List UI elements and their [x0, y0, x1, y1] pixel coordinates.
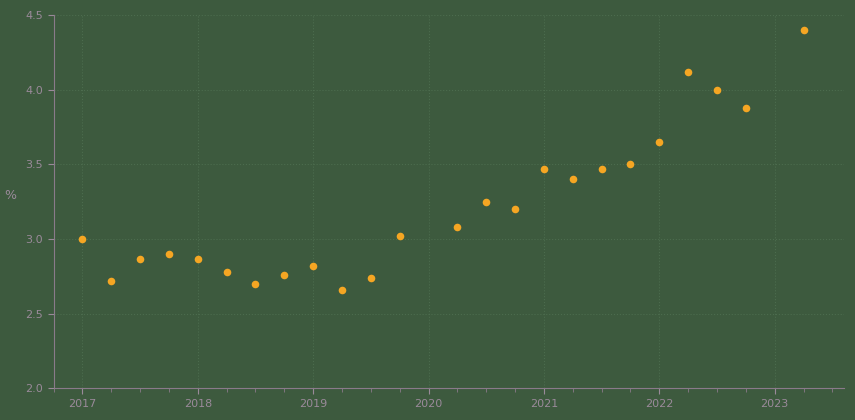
Point — [249, 281, 262, 287]
Point — [104, 278, 118, 284]
Point — [537, 165, 551, 172]
Point — [162, 251, 176, 257]
Y-axis label: %: % — [4, 189, 16, 202]
Point — [797, 27, 811, 34]
Point — [364, 275, 378, 281]
Point — [191, 255, 204, 262]
Point — [739, 104, 752, 111]
Point — [278, 272, 292, 278]
Point — [480, 198, 493, 205]
Point — [652, 139, 666, 145]
Point — [75, 236, 89, 242]
Point — [335, 286, 349, 293]
Point — [451, 224, 464, 231]
Point — [566, 176, 580, 183]
Point — [306, 262, 320, 269]
Point — [133, 255, 147, 262]
Point — [681, 68, 695, 75]
Point — [508, 206, 522, 213]
Point — [595, 165, 609, 172]
Point — [220, 269, 233, 276]
Point — [392, 233, 406, 239]
Point — [623, 161, 637, 168]
Point — [711, 87, 724, 93]
